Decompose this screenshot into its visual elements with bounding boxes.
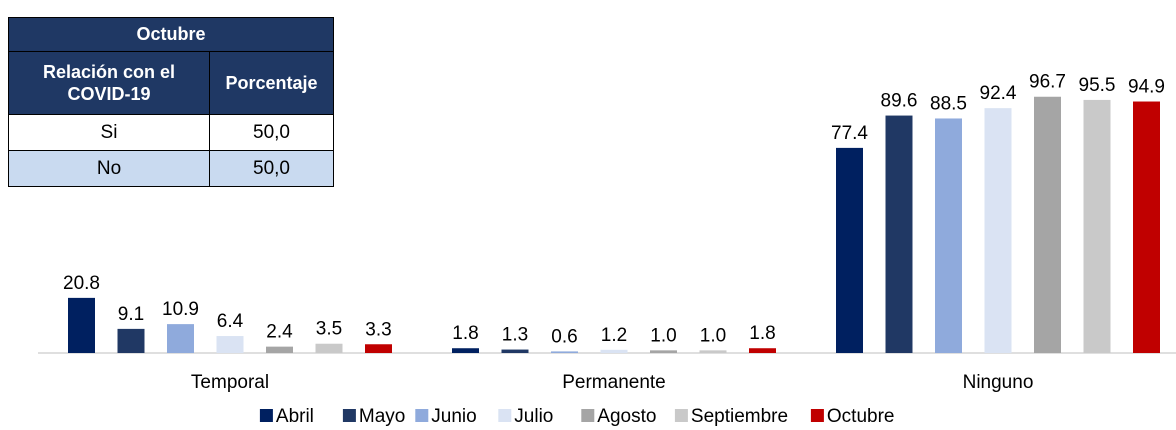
data-label: 3.3 (365, 319, 391, 340)
legend-label: Agosto (597, 406, 656, 427)
bar-junio-temporal (167, 324, 194, 353)
legend-label: Mayo (359, 406, 405, 427)
legend-label: Junio (431, 406, 476, 427)
bar-octubre-permanente (749, 348, 776, 353)
data-label: 89.6 (881, 91, 918, 112)
legend-label: Octubre (827, 406, 895, 427)
bar-mayo-temporal (117, 328, 145, 353)
legend-swatch (342, 409, 356, 422)
data-label: 20.8 (63, 273, 100, 294)
bar-agosto-ninguno (1034, 96, 1061, 354)
data-label: 88.5 (930, 93, 967, 114)
legend-label: Abril (276, 406, 314, 427)
bar-junio-ninguno (935, 118, 962, 353)
table-row: No 50,0 (8, 150, 334, 187)
bar-octubre-temporal (365, 344, 392, 353)
category-label: Permanente (562, 372, 666, 393)
legend-swatch (674, 409, 688, 422)
data-label: 1.0 (650, 325, 676, 346)
legend: Abril Mayo Junio Julio Agosto Septiembre Octub… (259, 406, 895, 427)
legend-swatch (259, 409, 273, 422)
table-cell-label: No (8, 150, 210, 187)
data-label: 3.5 (316, 319, 342, 340)
table-cell-value: 50,0 (209, 114, 334, 151)
table-row: Si 50,0 (8, 114, 334, 151)
legend-swatch (810, 409, 824, 422)
data-label: 1.2 (601, 325, 627, 346)
bar-agosto-permanente (650, 350, 677, 353)
bar-abril-ninguno (836, 147, 863, 353)
legend-swatch (415, 409, 429, 422)
legend-label: Septiembre (691, 406, 788, 427)
bar-julio-ninguno (984, 108, 1012, 353)
table-header-percentage: Porcentaje (209, 51, 334, 115)
bar-septiembre-temporal (315, 343, 343, 353)
data-label: 2.4 (266, 322, 293, 343)
covid-relation-table: Octubre Relación con el COVID-19 Porcent… (8, 17, 334, 187)
bar-octubre-ninguno (1133, 101, 1160, 353)
bar-junio-permanente (551, 351, 578, 353)
data-label: 95.5 (1079, 75, 1116, 96)
bar-agosto-temporal (266, 346, 293, 353)
data-label: 1.3 (502, 325, 528, 346)
table-title: Octubre (8, 17, 334, 52)
table-cell-label: Si (8, 114, 210, 151)
data-label: 96.7 (1029, 72, 1066, 93)
data-label: 77.4 (831, 123, 868, 144)
table-header-relation: Relación con el COVID-19 (8, 51, 210, 115)
bar-abril-temporal (68, 297, 95, 353)
data-label: 0.6 (551, 326, 577, 347)
legend-label: Julio (514, 406, 553, 427)
category-label: Temporal (191, 372, 269, 393)
data-label: 1.8 (452, 323, 478, 344)
legend-swatch (581, 409, 595, 422)
data-label: 1.8 (749, 323, 775, 344)
data-label: 6.4 (217, 311, 244, 332)
bar-mayo-ninguno (885, 115, 913, 353)
data-label: 92.4 (980, 83, 1017, 104)
legend-swatch (498, 409, 512, 422)
data-label: 10.9 (162, 299, 199, 320)
data-label: 9.1 (118, 304, 144, 325)
bar-mayo-permanente (501, 349, 529, 353)
category-label: Ninguno (963, 372, 1034, 393)
bar-abril-permanente (452, 348, 479, 353)
bar-julio-temporal (216, 336, 244, 353)
bar-septiembre-permanente (699, 350, 727, 353)
data-label: 1.0 (700, 325, 726, 346)
data-label: 94.9 (1128, 77, 1165, 98)
table-cell-value: 50,0 (209, 150, 334, 187)
bar-julio-permanente (600, 349, 628, 353)
bar-septiembre-ninguno (1083, 99, 1111, 353)
